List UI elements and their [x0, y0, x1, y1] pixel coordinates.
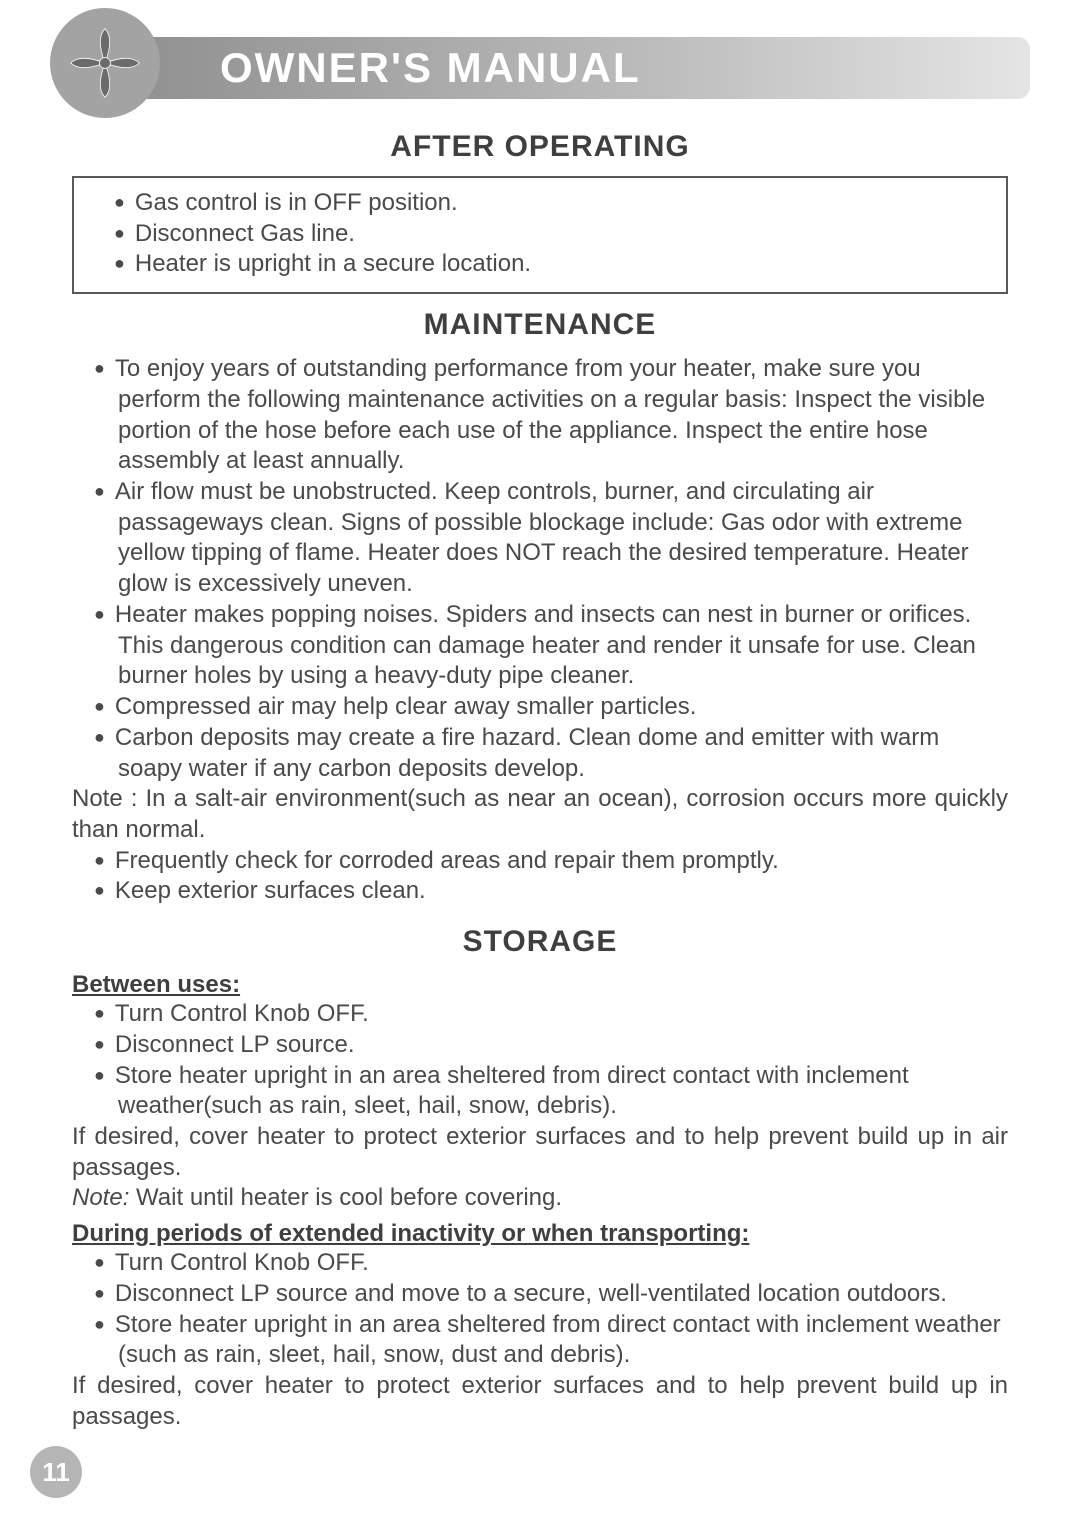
- manual-title: OWNER'S MANUAL: [220, 44, 641, 92]
- list-item: Disconnect Gas line.: [114, 219, 988, 250]
- storage-subheading-between: Between uses:: [72, 971, 1008, 999]
- list-item: Heater makes popping noises. Spiders and…: [94, 600, 1008, 692]
- list-item: Turn Control Knob OFF.: [94, 1248, 1008, 1279]
- section-heading-after-operating: AFTER OPERATING: [72, 130, 1008, 164]
- list-item: Store heater upright in an area sheltere…: [94, 1310, 1008, 1371]
- section-heading-maintenance: MAINTENANCE: [72, 308, 1008, 342]
- note-text: Wait until heater is cool before coverin…: [129, 1184, 562, 1211]
- list-item: Disconnect LP source and move to a secur…: [94, 1279, 1008, 1310]
- list-item: Turn Control Knob OFF.: [94, 999, 1008, 1030]
- list-item: Heater is upright in a secure location.: [114, 249, 988, 280]
- list-item: Gas control is in OFF position.: [114, 188, 988, 219]
- list-item: Store heater upright in an area sheltere…: [94, 1061, 1008, 1122]
- note-label: Note:: [72, 1184, 129, 1211]
- title-band: OWNER'S MANUAL: [114, 37, 1030, 99]
- list-item: Carbon deposits may create a fire hazard…: [94, 723, 1008, 784]
- maintenance-list: To enjoy years of outstanding performanc…: [72, 354, 1008, 784]
- storage-extended-para: If desired, cover heater to protect exte…: [72, 1371, 1008, 1432]
- section-heading-storage: STORAGE: [72, 925, 1008, 959]
- storage-between-list: Turn Control Knob OFF. Disconnect LP sou…: [72, 999, 1008, 1122]
- list-item: Frequently check for corroded areas and …: [94, 846, 1008, 877]
- page-content: AFTER OPERATING Gas control is in OFF po…: [0, 130, 1080, 1432]
- storage-between-note: Note: Wait until heater is cool before c…: [72, 1183, 1008, 1214]
- fan-icon: [66, 24, 144, 102]
- fan-logo-icon: [50, 8, 160, 118]
- after-operating-box: Gas control is in OFF position. Disconne…: [72, 176, 1008, 294]
- header-banner: OWNER'S MANUAL: [50, 24, 1030, 112]
- storage-extended-list: Turn Control Knob OFF. Disconnect LP sou…: [72, 1248, 1008, 1371]
- list-item: Disconnect LP source.: [94, 1030, 1008, 1061]
- list-item: Compressed air may help clear away small…: [94, 692, 1008, 723]
- maintenance-list-2: Frequently check for corroded areas and …: [72, 846, 1008, 907]
- list-item: Keep exterior surfaces clean.: [94, 876, 1008, 907]
- after-operating-list: Gas control is in OFF position. Disconne…: [92, 188, 988, 280]
- list-item: Air flow must be unobstructed. Keep cont…: [94, 477, 1008, 600]
- maintenance-note: Note : In a salt-air environment(such as…: [72, 784, 1008, 845]
- page-number: 11: [42, 1457, 70, 1488]
- page-number-badge: 11: [30, 1446, 82, 1498]
- storage-subheading-extended: During periods of extended inactivity or…: [72, 1220, 1008, 1248]
- list-item: To enjoy years of outstanding performanc…: [94, 354, 1008, 477]
- storage-between-para: If desired, cover heater to protect exte…: [72, 1122, 1008, 1183]
